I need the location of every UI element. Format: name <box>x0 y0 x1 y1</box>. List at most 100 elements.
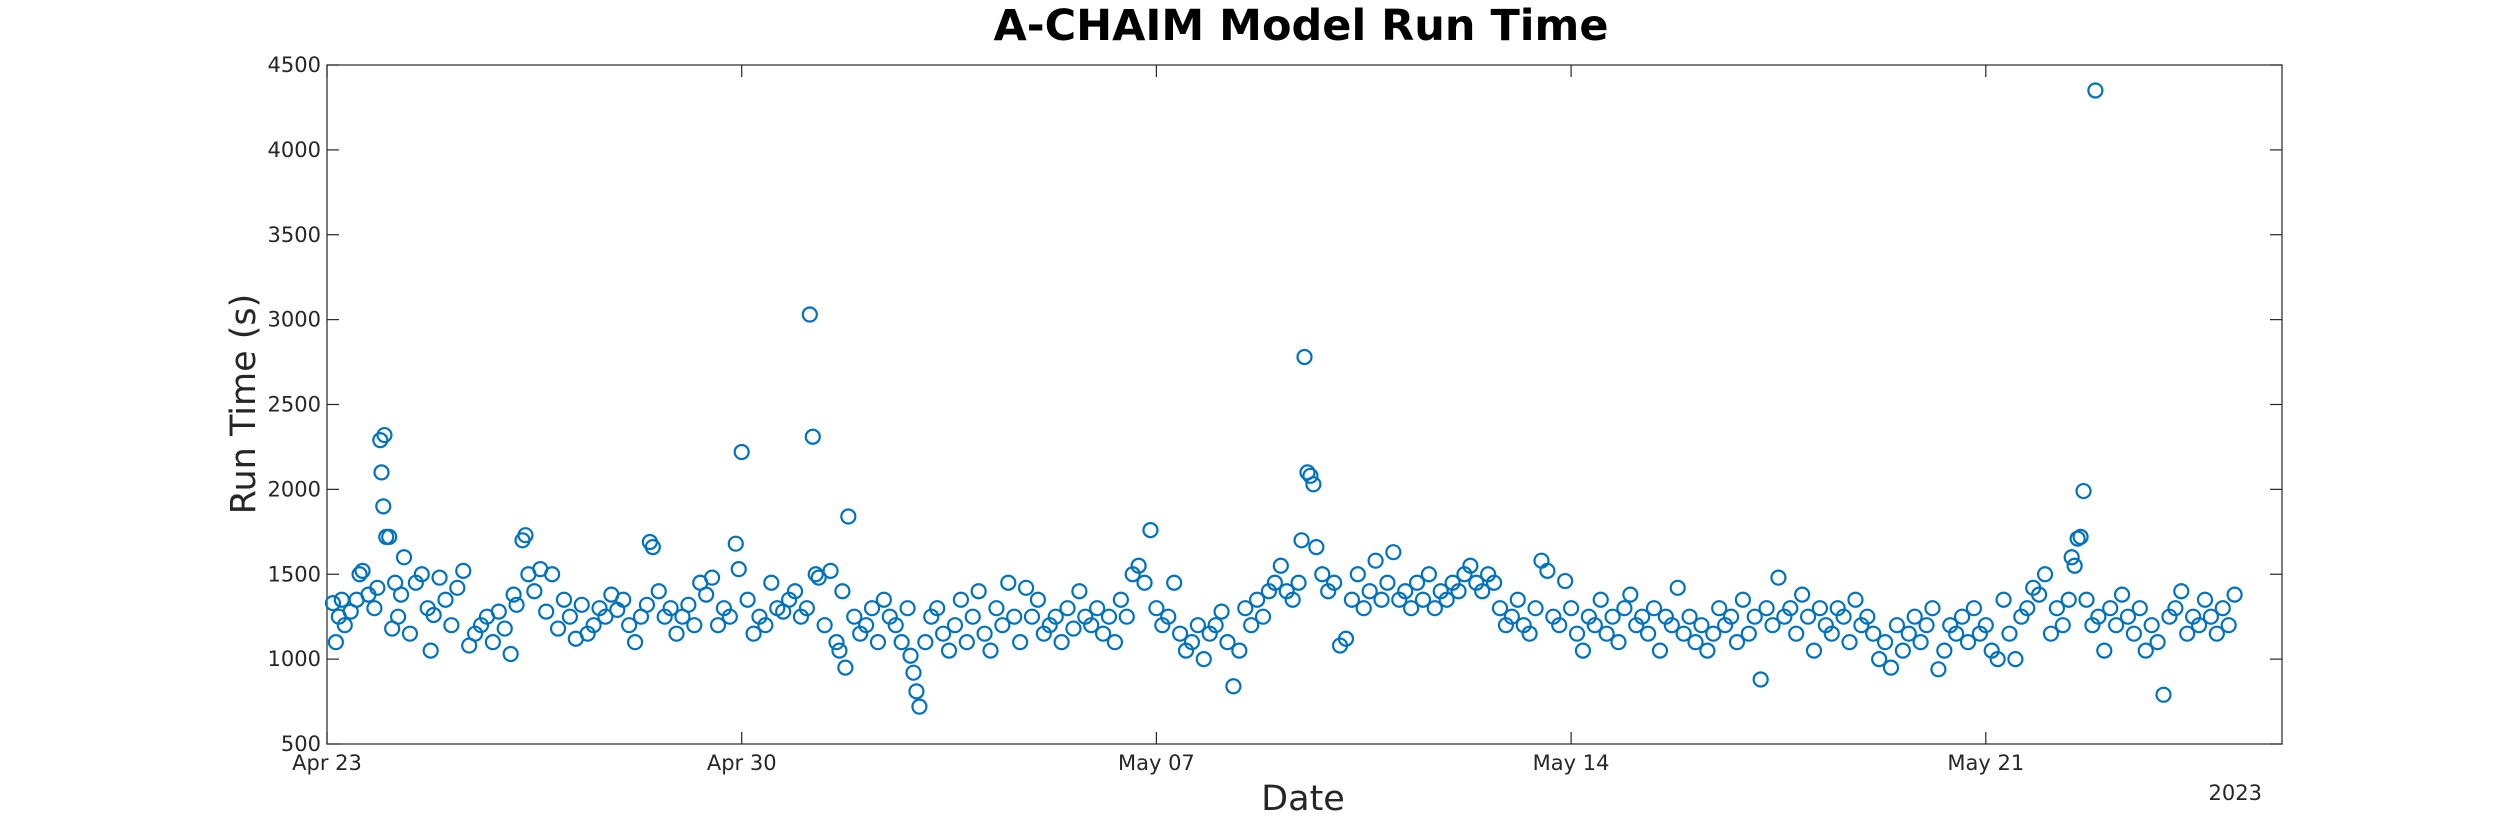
data-point <box>2001 625 2018 642</box>
data-point <box>1823 625 1840 642</box>
data-point <box>1675 625 1692 642</box>
data-point <box>958 634 975 651</box>
data-point <box>837 659 854 676</box>
data-point <box>502 645 519 663</box>
data-point <box>1367 552 1384 569</box>
data-point <box>351 566 368 583</box>
data-point <box>1029 591 1047 608</box>
data-point <box>437 591 454 608</box>
data-point <box>1089 600 1106 617</box>
data-point <box>798 600 815 617</box>
data-point <box>615 591 632 608</box>
data-point <box>1225 678 1242 695</box>
data-point <box>1397 583 1414 600</box>
data-point <box>1254 608 1272 625</box>
data-point <box>1699 642 1716 659</box>
data-point <box>1705 625 1722 642</box>
data-point <box>686 617 703 634</box>
data-point <box>1865 625 1882 642</box>
data-point <box>1509 591 1526 608</box>
data-point <box>831 642 848 659</box>
data-points <box>324 82 2243 715</box>
data-point <box>1598 625 1615 642</box>
data-point <box>1293 532 1310 549</box>
data-point <box>526 583 543 600</box>
data-point <box>875 591 892 608</box>
data-point <box>2167 600 2184 617</box>
data-point <box>1645 600 1663 617</box>
y-tick-label: 2000 <box>268 477 321 501</box>
data-point <box>650 583 667 600</box>
data-point <box>517 527 534 544</box>
data-point <box>863 600 881 617</box>
data-point <box>1450 583 1467 600</box>
data-point <box>834 583 851 600</box>
data-point <box>1337 630 1355 647</box>
data-point <box>1728 634 1746 651</box>
data-point <box>336 617 353 634</box>
data-point <box>1142 522 1159 539</box>
y-tick-label: 3000 <box>268 308 321 332</box>
data-point <box>2208 625 2225 642</box>
data-point <box>2007 651 2024 668</box>
x-tick-label: Apr 30 <box>707 751 777 775</box>
data-point <box>1640 625 1657 642</box>
data-point <box>1912 634 1929 651</box>
data-point <box>1906 608 1923 625</box>
data-point <box>508 596 525 613</box>
data-point <box>1485 574 1503 591</box>
data-point <box>763 574 780 591</box>
x-axis: Apr 23 Apr 30 May 07 May 14 May 21 <box>292 65 2024 775</box>
data-point <box>1266 574 1283 591</box>
data-point <box>1788 625 1805 642</box>
data-point <box>2137 642 2154 659</box>
data-point <box>2066 557 2083 574</box>
data-point <box>1414 591 1432 608</box>
data-point <box>662 600 679 617</box>
data-point <box>1622 586 1639 603</box>
data-point <box>786 583 804 600</box>
data-point <box>1094 625 1112 642</box>
data-point <box>626 634 644 651</box>
data-point <box>2214 600 2231 617</box>
x-axis-year-label: 2023 <box>2209 781 2262 805</box>
data-point <box>1195 651 1212 668</box>
data-point <box>373 464 390 481</box>
data-point <box>1166 574 1183 591</box>
data-point <box>1521 625 1538 642</box>
data-point <box>1171 625 1189 642</box>
data-point <box>2220 617 2237 634</box>
data-point <box>2155 686 2172 703</box>
data-point <box>1734 591 1751 608</box>
data-point <box>1811 600 1829 617</box>
x-tick-label: May 07 <box>1118 751 1195 775</box>
data-point <box>443 617 460 634</box>
data-point <box>1112 591 1129 608</box>
data-point <box>1876 634 1894 651</box>
y-axis-label: Run Time (s) <box>224 294 264 515</box>
data-point <box>840 508 857 525</box>
data-point <box>1491 600 1509 617</box>
data-point <box>1503 608 1520 625</box>
data-point <box>449 579 466 596</box>
data-point <box>935 625 952 642</box>
data-point <box>1918 617 1935 634</box>
data-point <box>1965 600 1983 617</box>
data-point <box>1847 591 1864 608</box>
data-point <box>1977 617 1994 634</box>
data-point <box>908 683 925 700</box>
x-tick-label: May 14 <box>1533 751 1610 775</box>
data-point <box>425 606 442 624</box>
data-point <box>1100 608 1118 625</box>
data-point <box>730 561 747 578</box>
data-point <box>1308 538 1325 556</box>
data-point <box>2202 608 2220 625</box>
data-point <box>1740 625 1757 642</box>
data-point <box>1948 625 1965 642</box>
data-point <box>1237 600 1254 617</box>
data-point <box>366 600 383 617</box>
data-point <box>376 426 393 444</box>
data-point <box>1882 659 1900 676</box>
data-point <box>1243 617 1260 634</box>
